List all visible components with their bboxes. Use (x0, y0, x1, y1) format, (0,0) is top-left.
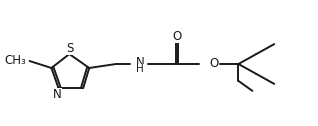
Text: O: O (209, 57, 218, 70)
Text: H: H (136, 64, 144, 74)
Text: CH₃: CH₃ (5, 54, 27, 67)
Text: N: N (135, 56, 144, 70)
Text: N: N (53, 88, 62, 101)
Text: S: S (67, 42, 74, 55)
Text: O: O (172, 30, 181, 43)
